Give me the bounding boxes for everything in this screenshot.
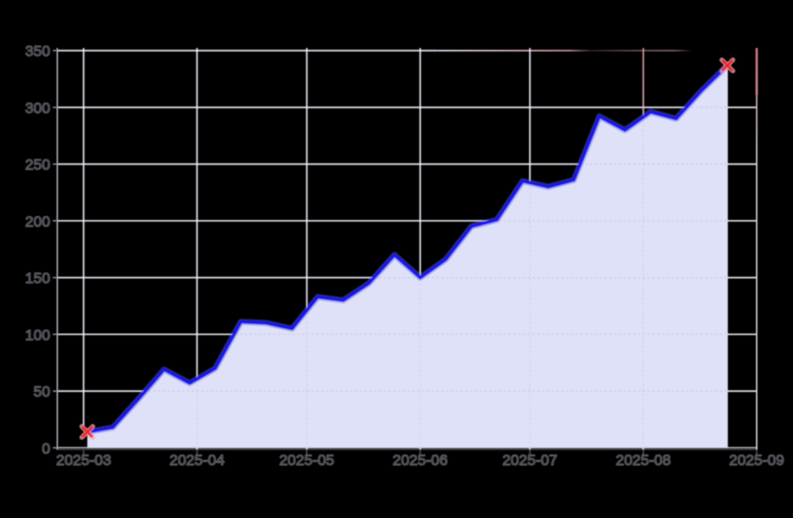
svg-text:2025-03: 2025-03 xyxy=(56,452,111,469)
svg-text:2025-04: 2025-04 xyxy=(169,452,224,469)
svg-text:2025-09: 2025-09 xyxy=(729,452,784,469)
svg-text:300: 300 xyxy=(25,100,50,117)
svg-text:150: 150 xyxy=(25,270,50,287)
svg-text:2025-07: 2025-07 xyxy=(502,452,557,469)
svg-text:2025-08: 2025-08 xyxy=(616,452,671,469)
svg-text:2025-05: 2025-05 xyxy=(279,452,334,469)
svg-text:2025-06: 2025-06 xyxy=(393,452,448,469)
svg-text:50: 50 xyxy=(34,384,51,401)
svg-text:350: 350 xyxy=(25,43,50,60)
svg-text:100: 100 xyxy=(25,327,50,344)
svg-text:0: 0 xyxy=(42,440,50,457)
svg-text:200: 200 xyxy=(25,213,50,230)
svg-text:250: 250 xyxy=(25,157,50,174)
